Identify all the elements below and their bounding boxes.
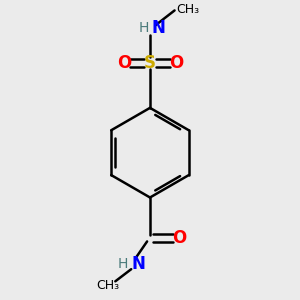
- Text: N: N: [152, 20, 165, 38]
- Text: O: O: [117, 54, 131, 72]
- Text: O: O: [172, 229, 186, 247]
- Text: CH₃: CH₃: [97, 279, 120, 292]
- Text: O: O: [169, 54, 183, 72]
- Text: N: N: [131, 255, 145, 273]
- Text: CH₃: CH₃: [176, 3, 199, 16]
- Text: H: H: [118, 257, 128, 271]
- Text: S: S: [144, 54, 156, 72]
- Text: H: H: [138, 21, 148, 35]
